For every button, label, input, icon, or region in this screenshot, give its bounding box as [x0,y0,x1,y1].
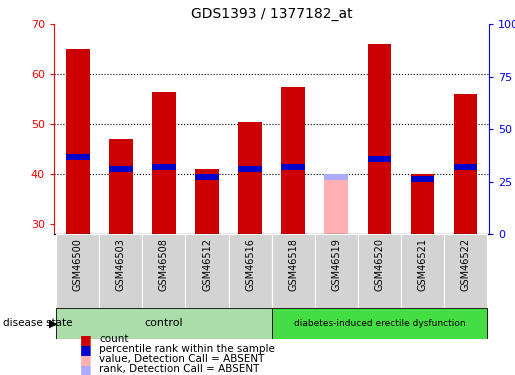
Text: percentile rank within the sample: percentile rank within the sample [99,345,276,354]
Text: GSM46508: GSM46508 [159,238,169,291]
Text: GSM46522: GSM46522 [460,238,471,291]
Text: ■: ■ [80,363,92,375]
Bar [358,234,401,308]
Bar [238,166,262,172]
Text: ■: ■ [80,353,92,366]
Text: ■: ■ [80,333,92,346]
Text: ■: ■ [80,343,92,356]
Text: GSM46521: GSM46521 [418,238,427,291]
Title: GDS1393 / 1377182_at: GDS1393 / 1377182_at [191,7,352,21]
Bar [324,177,348,234]
Bar [368,44,391,234]
Bar [195,174,219,180]
Bar [99,234,143,308]
Bar [272,308,487,339]
Bar [238,122,262,234]
Bar [454,164,477,170]
Bar [185,234,229,308]
Bar [56,234,99,308]
Text: control: control [145,318,183,328]
Bar [315,234,358,308]
Text: count: count [99,334,129,344]
Text: value, Detection Call = ABSENT: value, Detection Call = ABSENT [99,354,265,364]
Bar [281,87,305,234]
Bar [324,174,348,180]
Bar [281,164,305,170]
Bar [410,176,434,182]
Text: GSM46518: GSM46518 [288,238,298,291]
Bar [66,50,90,234]
Bar [66,154,90,160]
Bar [152,92,176,234]
Text: GSM46503: GSM46503 [116,238,126,291]
Bar [444,234,487,308]
Text: diabetes-induced erectile dysfunction: diabetes-induced erectile dysfunction [294,319,465,328]
Text: GSM46512: GSM46512 [202,238,212,291]
Text: GSM46516: GSM46516 [245,238,255,291]
Bar [368,156,391,162]
Bar [152,164,176,170]
Bar [272,234,315,308]
Bar [195,170,219,234]
Text: GSM46519: GSM46519 [331,238,341,291]
Bar [454,94,477,234]
Bar [401,234,444,308]
Text: ▶: ▶ [49,318,58,328]
Bar [56,308,272,339]
Bar [143,234,185,308]
Text: disease state: disease state [3,318,72,328]
Text: GSM46520: GSM46520 [374,238,384,291]
Bar [229,234,271,308]
Bar [109,140,133,234]
Bar [410,174,434,234]
Bar [109,166,133,172]
Text: GSM46500: GSM46500 [73,238,83,291]
Text: rank, Detection Call = ABSENT: rank, Detection Call = ABSENT [99,364,260,374]
